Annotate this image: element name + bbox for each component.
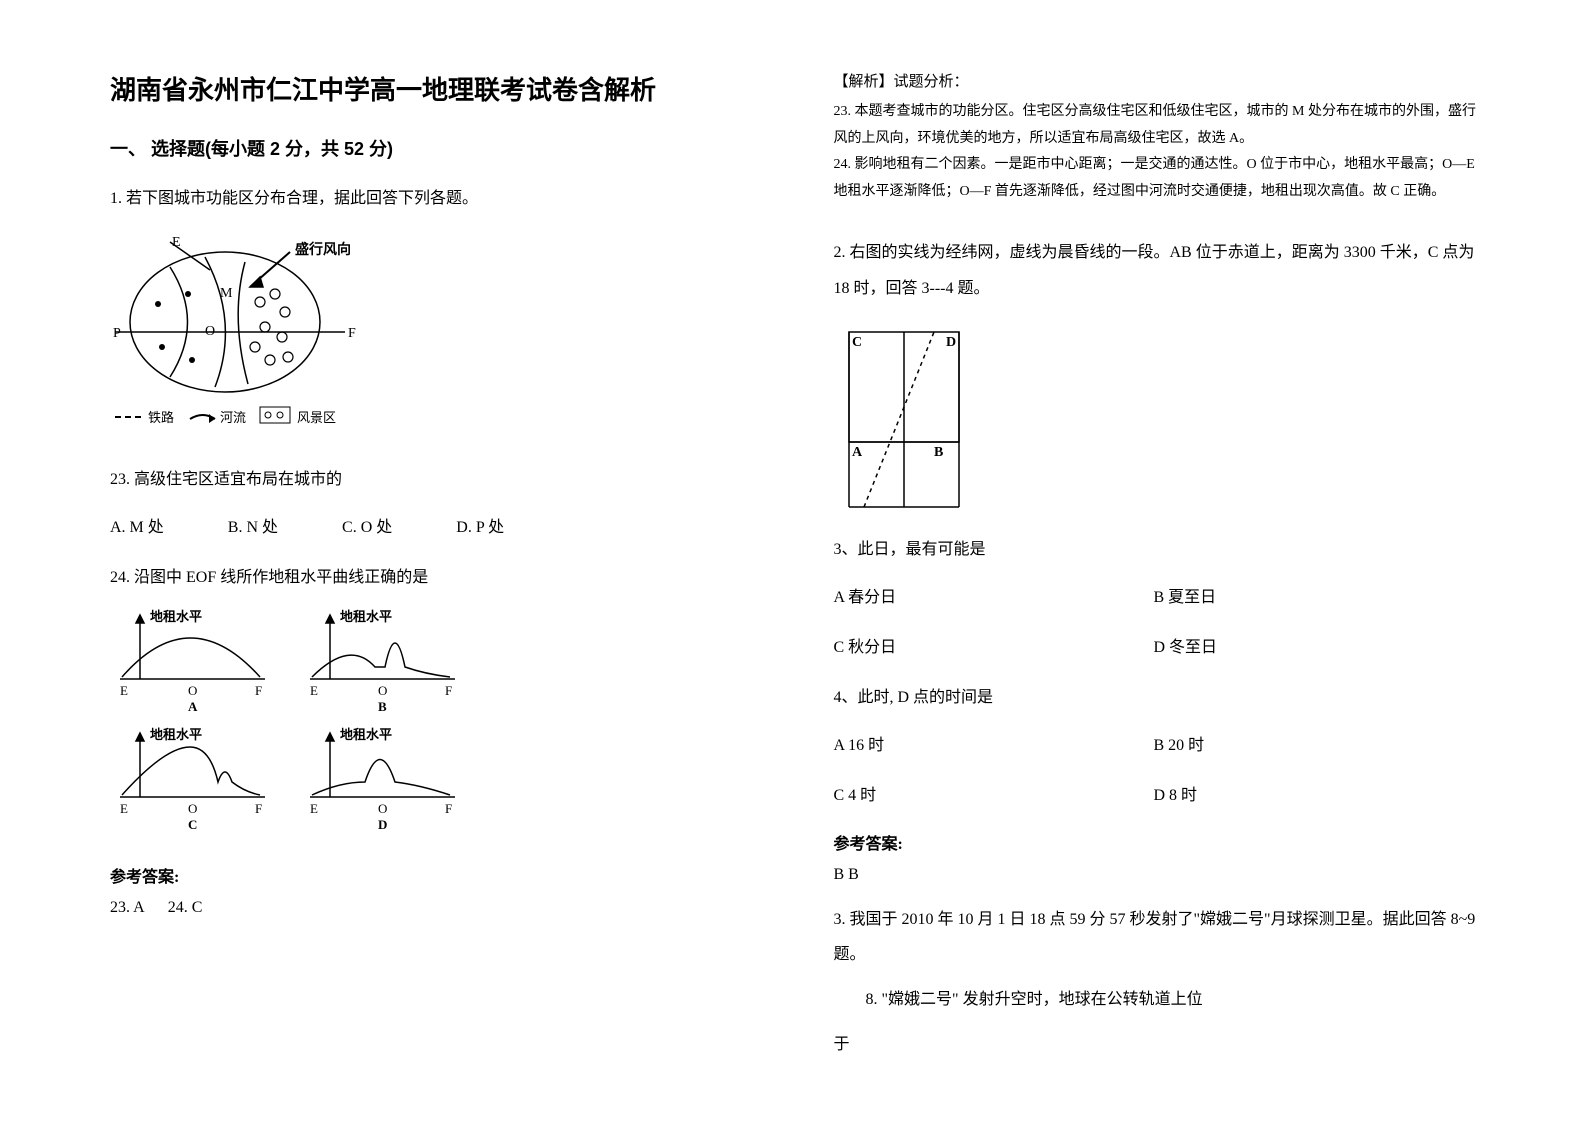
label-M: M xyxy=(220,286,233,301)
city-diagram: E P F M O 盛行风向 铁路 河流 风景区 xyxy=(110,232,754,442)
svg-text:地租水平: 地租水平 xyxy=(340,609,392,624)
svg-text:O: O xyxy=(188,683,197,698)
svg-text:O: O xyxy=(378,683,387,698)
wind-label: 盛行风向 xyxy=(295,241,351,258)
analysis-body: 23. 本题考查城市的功能分区。住宅区分高级住宅区和低级住宅区，城市的 M 处分… xyxy=(834,99,1478,205)
svg-text:E: E xyxy=(310,683,318,698)
q1-intro: 1. 若下图城市功能区分布合理，据此回答下列各题。 xyxy=(110,181,754,216)
grid-diagram: C D A B xyxy=(834,322,1478,512)
svg-text:地租水平: 地租水平 xyxy=(340,727,392,742)
q3-a: A 春分日 xyxy=(834,579,1094,617)
svg-text:F: F xyxy=(255,683,262,698)
q4-b: B 20 时 xyxy=(1154,727,1414,765)
grid-B: B xyxy=(934,445,943,460)
q2-intro: 2. 右图的实线为经纬网，虚线为晨昏线的一段。AB 位于赤道上，距离为 3300… xyxy=(834,235,1478,305)
q3-tail: 于 xyxy=(834,1027,1478,1062)
q4-options-2: C 4 时 D 8 时 xyxy=(834,777,1478,815)
label-O: O xyxy=(205,324,215,339)
legend-river: 河流 xyxy=(220,410,246,425)
page-title: 湖南省永州市仁江中学高一地理联考试卷含解析 xyxy=(110,70,754,107)
svg-text:地租水平: 地租水平 xyxy=(150,727,202,742)
q4-text: 4、此时, D 点的时间是 xyxy=(834,680,1478,715)
q4-c: C 4 时 xyxy=(834,777,1094,815)
q23-c: C. O 处 xyxy=(342,509,392,547)
svg-text:O: O xyxy=(188,801,197,816)
rent-D: 地租水平 E O F D xyxy=(300,727,490,837)
grid-D: D xyxy=(946,335,956,350)
rent-C: 地租水平 E O F C xyxy=(110,727,300,837)
q23-a: A. M 处 xyxy=(110,509,164,547)
section-heading: 一、 选择题(每小题 2 分，共 52 分) xyxy=(110,135,754,161)
svg-text:地租水平: 地租水平 xyxy=(150,609,202,624)
svg-text:D: D xyxy=(378,817,387,832)
svg-text:O: O xyxy=(378,801,387,816)
grid-A: A xyxy=(852,445,863,460)
q4-a: A 16 时 xyxy=(834,727,1094,765)
q24-text: 24. 沿图中 EOF 线所作地租水平曲线正确的是 xyxy=(110,560,754,595)
q4-options-1: A 16 时 B 20 时 xyxy=(834,727,1478,765)
svg-text:A: A xyxy=(188,699,198,714)
q3-text: 3、此日，最有可能是 xyxy=(834,532,1478,567)
q3-options-1: A 春分日 B 夏至日 xyxy=(834,579,1478,617)
answer-label-2: 参考答案: xyxy=(834,830,1478,854)
q23-b: B. N 处 xyxy=(228,509,278,547)
q2-answers: B B xyxy=(834,866,1478,884)
answer-label-1: 参考答案: xyxy=(110,863,754,887)
right-column: 【解析】试题分析： 23. 本题考查城市的功能分区。住宅区分高级住宅区和低级住宅… xyxy=(794,70,1498,1082)
q1-answers: 23. A 24. C xyxy=(110,899,754,917)
q3-intro: 3. 我国于 2010 年 10 月 1 日 18 点 59 分 57 秒发射了… xyxy=(834,902,1478,972)
svg-text:C: C xyxy=(188,817,197,832)
svg-text:E: E xyxy=(120,801,128,816)
q3-d: D 冬至日 xyxy=(1154,629,1414,667)
legend-scenic: 风景区 xyxy=(297,410,336,425)
analysis-label: 【解析】试题分析： xyxy=(834,70,1478,91)
q3-b: B 夏至日 xyxy=(1154,579,1414,617)
analysis-23: 23. 本题考查城市的功能分区。住宅区分高级住宅区和低级住宅区，城市的 M 处分… xyxy=(834,104,1476,146)
analysis-24: 24. 影响地租有二个因素。一是距市中心距离；一是交通的通达性。O 位于市中心，… xyxy=(834,157,1475,199)
q23-options: A. M 处 B. N 处 C. O 处 D. P 处 xyxy=(110,509,754,547)
q23-text: 23. 高级住宅区适宜布局在城市的 xyxy=(110,462,754,497)
q3-options-2: C 秋分日 D 冬至日 xyxy=(834,629,1478,667)
q3-c: C 秋分日 xyxy=(834,629,1094,667)
svg-text:F: F xyxy=(255,801,262,816)
label-P: P xyxy=(113,326,121,341)
legend-rail: 铁路 xyxy=(148,410,174,425)
label-E: E xyxy=(172,235,181,250)
q3-sub8: 8. "嫦娥二号" 发射升空时，地球在公转轨道上位 xyxy=(834,982,1478,1017)
grid-C: C xyxy=(852,335,862,350)
rent-diagram-grid: 地租水平 E O F A 地租水平 E O F B xyxy=(110,609,490,845)
rent-A: 地租水平 E O F A xyxy=(110,609,300,719)
svg-text:E: E xyxy=(120,683,128,698)
label-F: F xyxy=(348,326,356,341)
svg-text:F: F xyxy=(445,801,452,816)
svg-text:F: F xyxy=(445,683,452,698)
q23-d: D. P 处 xyxy=(456,509,504,547)
left-column: 湖南省永州市仁江中学高一地理联考试卷含解析 一、 选择题(每小题 2 分，共 5… xyxy=(90,70,794,1082)
svg-text:B: B xyxy=(378,699,387,714)
q4-d: D 8 时 xyxy=(1154,777,1414,815)
rent-B: 地租水平 E O F B xyxy=(300,609,490,719)
svg-text:E: E xyxy=(310,801,318,816)
